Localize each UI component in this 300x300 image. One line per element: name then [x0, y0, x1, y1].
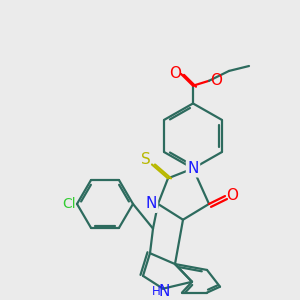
- Text: N: N: [145, 196, 157, 211]
- Text: H: H: [152, 285, 160, 298]
- Text: N: N: [187, 161, 199, 176]
- Text: O: O: [169, 66, 181, 81]
- Text: S: S: [141, 152, 151, 167]
- Text: O: O: [210, 73, 222, 88]
- Text: Cl: Cl: [62, 197, 76, 211]
- Text: N: N: [158, 284, 170, 299]
- Text: O: O: [226, 188, 238, 202]
